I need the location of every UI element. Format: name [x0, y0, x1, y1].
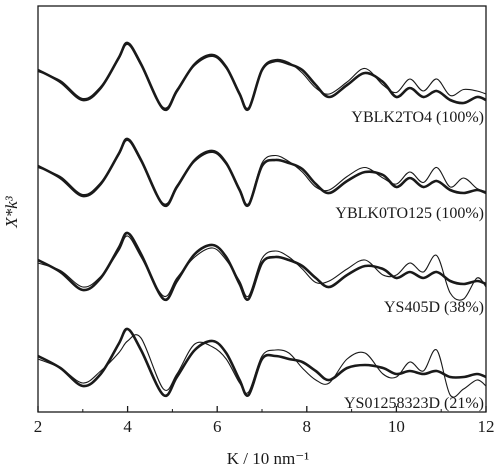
panel-1-label: YBLK2TO4 (100%) — [351, 109, 484, 126]
axes: 2 4 6 8 10 12 — [34, 5, 495, 436]
x-axis-label: K / 10 nm⁻¹ — [227, 449, 310, 468]
panel-2: YBLK0TO125 (100%) — [37, 137, 487, 222]
plot-area: YBLK2TO4 (100%) YBLK0TO125 (100%) YS405D (… — [37, 41, 487, 412]
panel-3-series-thin-line — [37, 235, 487, 301]
panel-4-series-thin-line — [37, 334, 487, 398]
x-tick-label-12: 12 — [478, 417, 495, 436]
panel-4: YS01258323D (21%) — [37, 327, 487, 412]
x-tick-label-6: 6 — [213, 417, 222, 436]
panel-1: YBLK2TO4 (100%) — [37, 41, 487, 126]
panel-1-series-thin-line — [37, 43, 487, 109]
panel-3-label: YS405D (38%) — [384, 299, 484, 316]
y-axis-label: X*k³ — [2, 195, 21, 228]
panel-2-series-thin-line — [37, 139, 487, 205]
x-tick-label-4: 4 — [123, 417, 132, 436]
panel-2-series-bold-line — [37, 137, 487, 208]
panel-3: YS405D (38%) — [37, 231, 487, 316]
panel-4-label: YS01258323D (21%) — [344, 395, 484, 412]
panel-4-series-bold-line — [37, 327, 487, 398]
x-tick-label-2: 2 — [34, 417, 43, 436]
panel-1-series-bold-line — [37, 41, 487, 112]
x-tick-label-10: 10 — [388, 417, 405, 436]
panel-3-series-bold-line — [37, 231, 487, 302]
x-tick-label-8: 8 — [303, 417, 312, 436]
panel-2-label: YBLK0TO125 (100%) — [335, 205, 484, 222]
